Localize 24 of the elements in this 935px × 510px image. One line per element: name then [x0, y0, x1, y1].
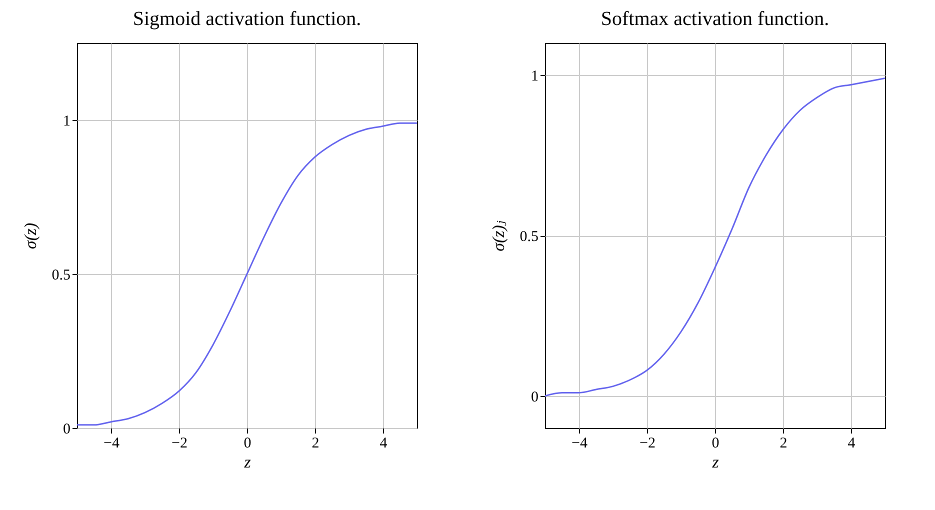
x-tick-label: 0 — [244, 436, 252, 452]
y-tick-label: 0.5 — [52, 268, 70, 284]
x-axis-title: z — [711, 452, 720, 472]
x-tick-label: −4 — [104, 436, 120, 452]
x-tick-label: −4 — [572, 436, 588, 452]
x-tick-label: 4 — [380, 436, 388, 452]
y-tick-label: 0 — [63, 422, 70, 438]
y-tick-label: 1 — [63, 114, 70, 130]
y-axis-title: σ(z)ⱼ — [488, 220, 508, 252]
chart-title: Sigmoid activation function. — [132, 8, 362, 30]
x-axis-title: z — [243, 452, 252, 472]
y-tick-label: 0.5 — [520, 229, 538, 245]
x-tick-label: 4 — [848, 436, 856, 452]
y-axis-title: σ(z) — [20, 222, 40, 250]
x-tick-label: 2 — [312, 436, 320, 452]
x-tick-label: 0 — [712, 436, 720, 452]
chart-title: Softmax activation function. — [600, 8, 830, 30]
y-tick-label: 0 — [531, 389, 538, 406]
x-tick-label: −2 — [172, 436, 188, 452]
line-series — [545, 78, 885, 397]
y-tick-label: 1 — [531, 68, 538, 85]
x-tick-label: 2 — [780, 436, 788, 452]
x-tick-label: −2 — [640, 436, 656, 452]
line-series — [77, 122, 417, 426]
